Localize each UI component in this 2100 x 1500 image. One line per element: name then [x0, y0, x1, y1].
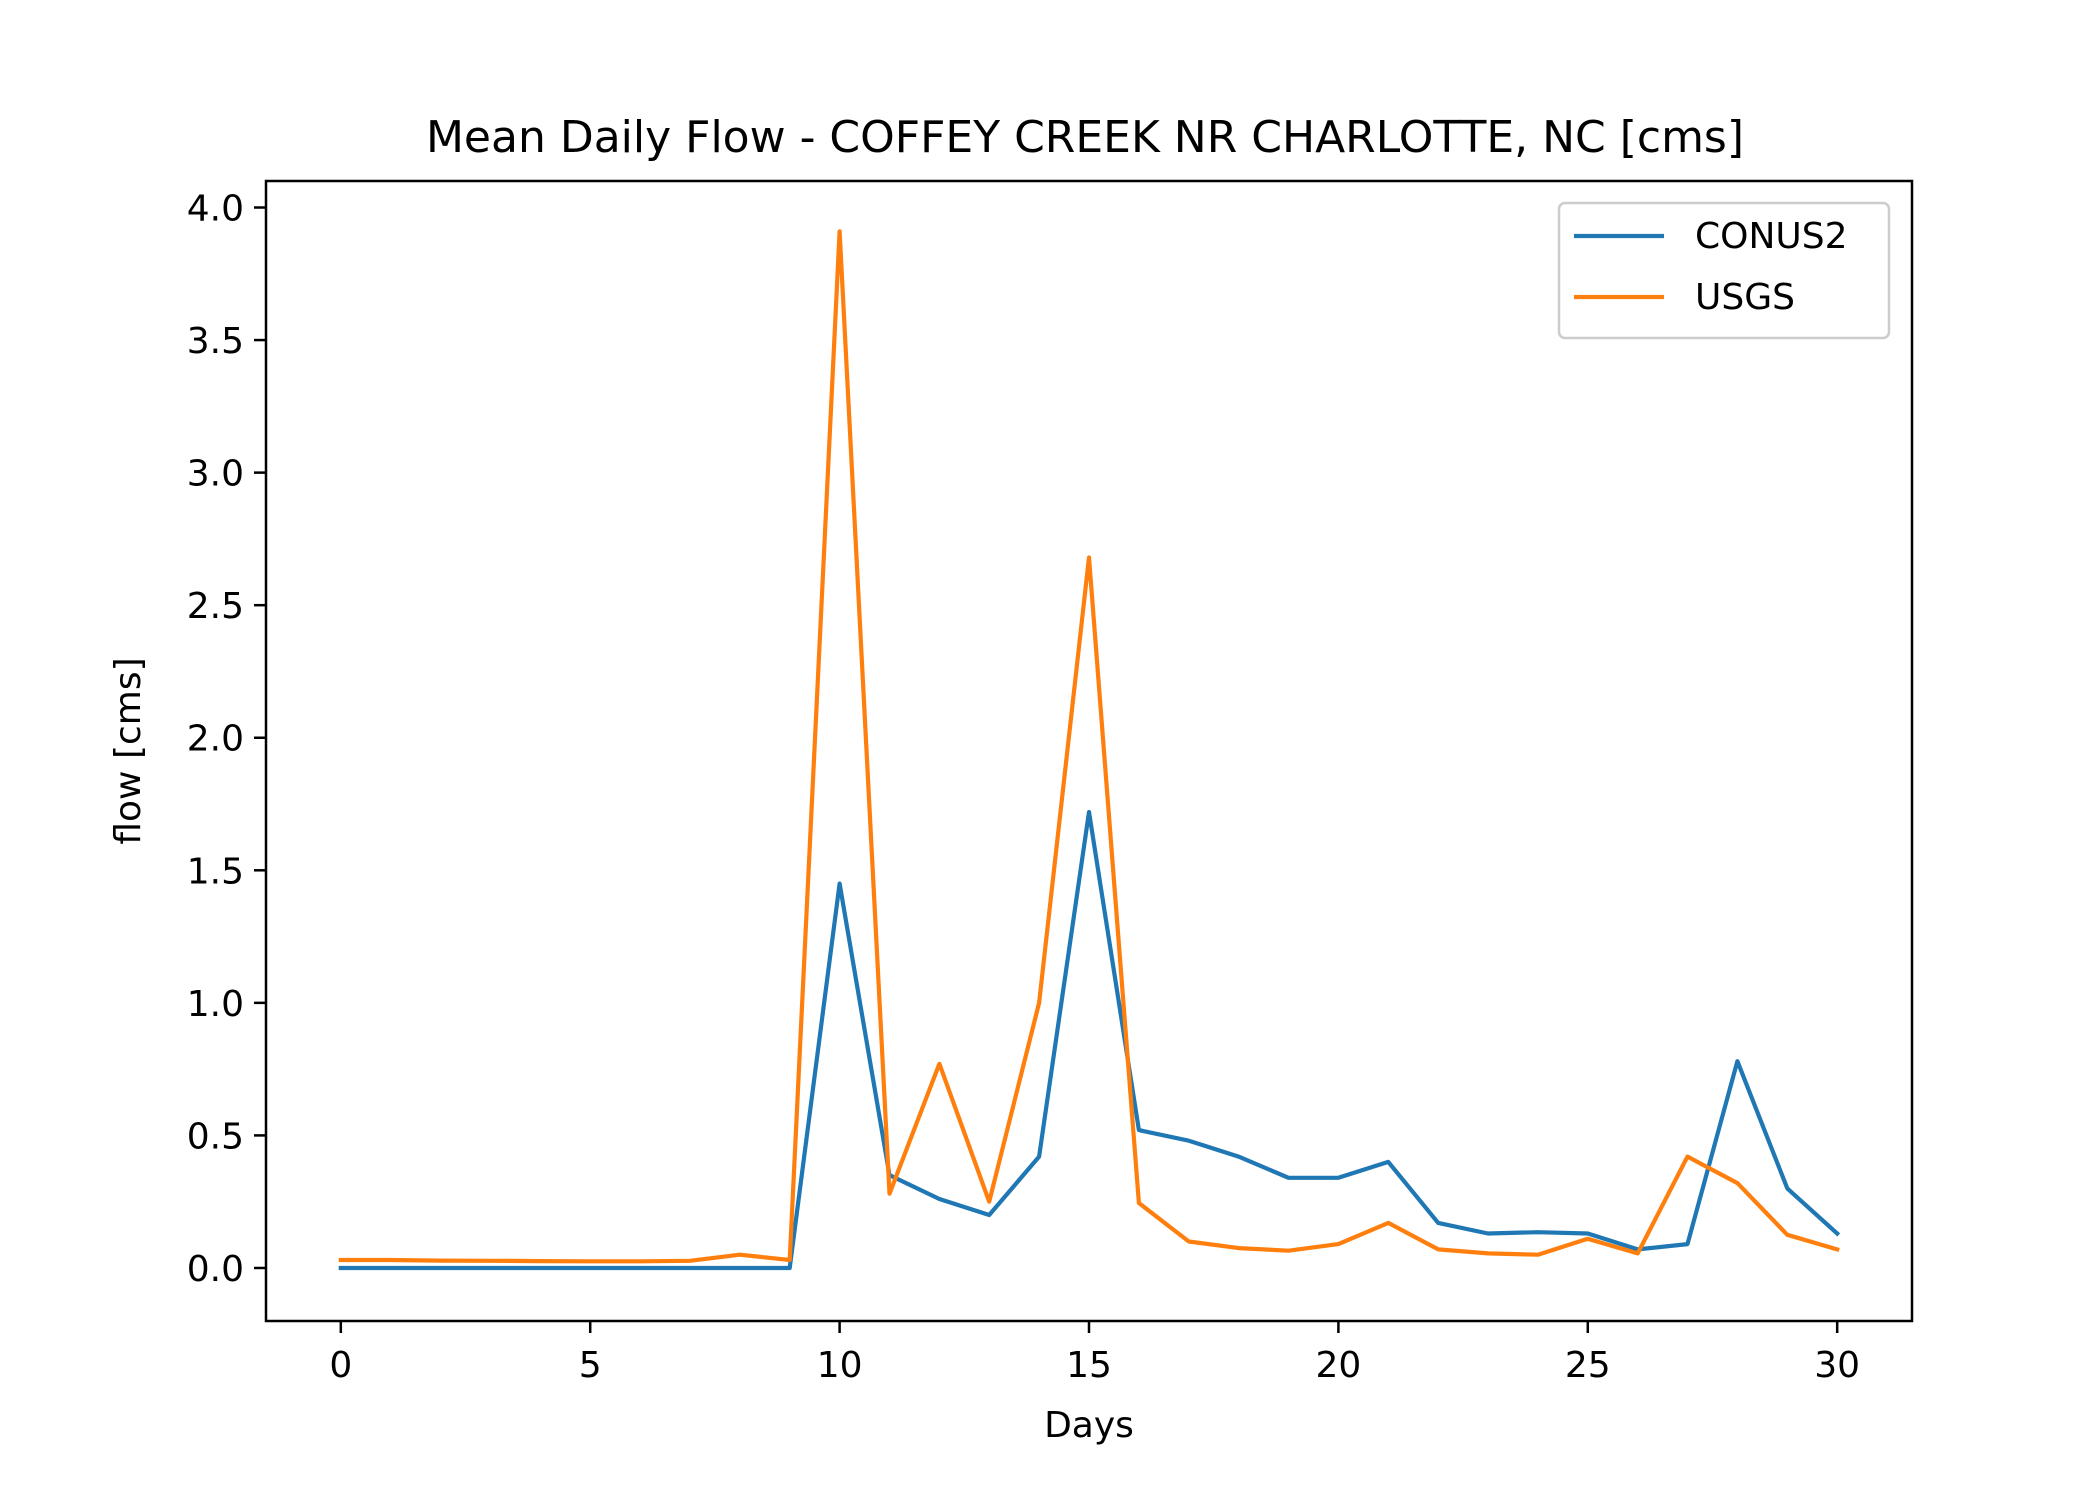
series-line-usgs [338, 229, 1840, 1264]
x-tick-label: 10 [817, 1345, 863, 1386]
y-tick-label: 1.5 [187, 851, 244, 892]
plot-lines [338, 229, 1841, 1271]
series-line-conus2 [338, 809, 1841, 1271]
y-tick-label: 3.5 [187, 321, 244, 362]
y-tick-label: 1.0 [187, 984, 244, 1025]
y-tick-label: 2.5 [187, 586, 244, 627]
x-tick-label: 20 [1315, 1345, 1361, 1386]
y-tick-label: 0.5 [187, 1116, 244, 1157]
y-axis: 0.0 0.5 1.0 1.5 2.0 2.5 3.0 3.5 4.0 [187, 189, 266, 1290]
x-tick-label: 0 [329, 1345, 352, 1386]
x-tick-label: 15 [1066, 1345, 1112, 1386]
y-axis-label: flow [cms] [108, 657, 149, 844]
legend: CONUS2 USGS [1557, 201, 1891, 340]
y-tick-label: 2.0 [187, 719, 244, 760]
x-tick-label: 25 [1565, 1345, 1611, 1386]
y-tick-label: 0.0 [187, 1249, 244, 1290]
x-tick-label: 30 [1814, 1345, 1860, 1386]
y-tick-label: 3.0 [187, 454, 244, 495]
chart-title: Mean Daily Flow - COFFEY CREEK NR CHARLO… [426, 112, 1744, 163]
x-axis-label: Days [1044, 1405, 1134, 1446]
x-axis: 0 5 10 15 20 25 30 [329, 1321, 1860, 1386]
x-tick-label: 5 [579, 1345, 602, 1386]
legend-label-conus2: CONUS2 [1695, 216, 1848, 257]
legend-label-usgs: USGS [1695, 277, 1795, 318]
y-tick-label: 4.0 [187, 189, 244, 230]
